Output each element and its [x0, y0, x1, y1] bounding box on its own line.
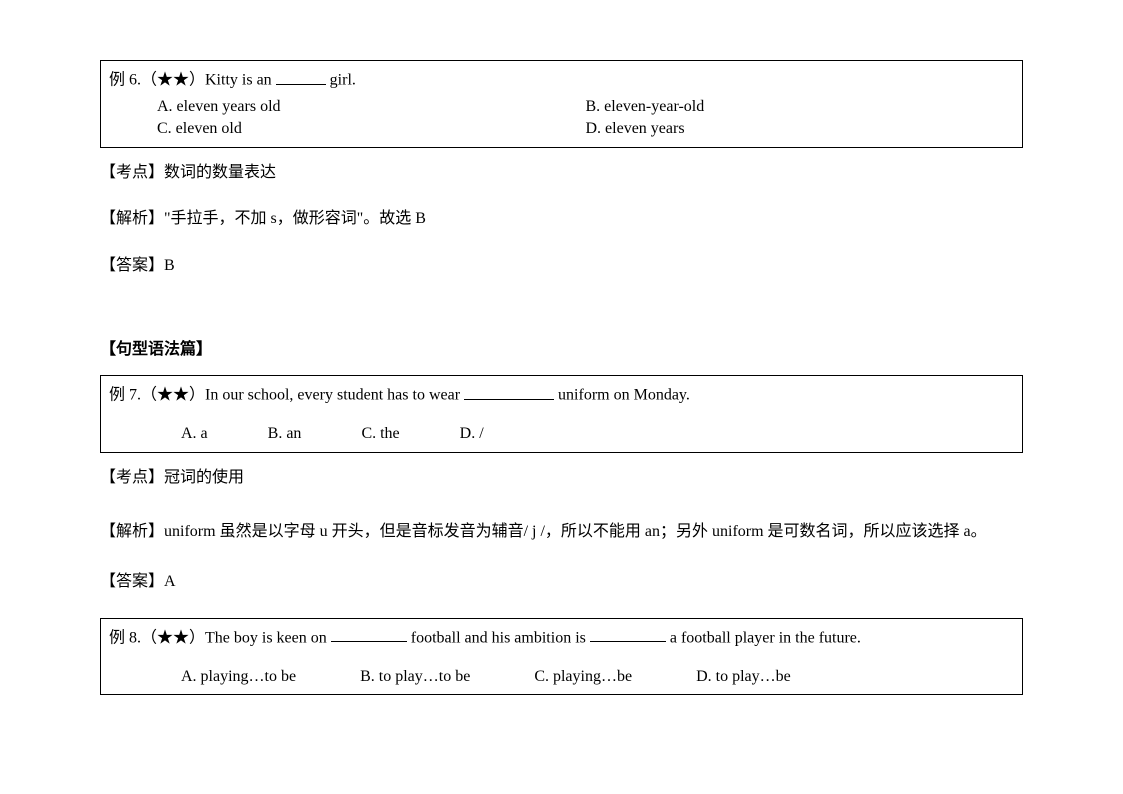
q7-option-a: A. a	[181, 425, 208, 442]
q7-point-text: 冠词的使用	[164, 469, 244, 486]
question-6-stem: 例 6.（★★）Kitty is an girl.	[109, 67, 1014, 92]
q7-answer-label: 【答案】	[100, 573, 164, 590]
q8-option-d: D. to play…be	[696, 668, 791, 685]
q8-options: A. playing…to be B. to play…to be C. pla…	[109, 666, 1014, 688]
q8-blank-2	[590, 625, 666, 643]
question-7-stem: 例 7.（★★）In our school, every student has…	[109, 382, 1014, 407]
q7-point-label: 【考点】	[100, 469, 164, 486]
q6-analysis-label: 【解析】	[100, 210, 164, 227]
q6-option-c: C. eleven old	[157, 118, 586, 140]
q7-option-d: D. /	[460, 425, 484, 442]
q8-blank-1	[331, 625, 407, 643]
q8-option-b: B. to play…to be	[360, 668, 470, 685]
q8-option-c: C. playing…be	[534, 668, 632, 685]
q7-analysis: 【解析】uniform 虽然是以字母 u 开头，但是音标发音为辅音/ j /，所…	[100, 513, 1023, 551]
q6-prefix: 例 6.（★★）Kitty is an	[109, 72, 272, 89]
q6-option-b: B. eleven-year-old	[586, 96, 1015, 118]
question-7-box: 例 7.（★★）In our school, every student has…	[100, 375, 1023, 452]
q6-point: 【考点】数词的数量表达	[100, 162, 1023, 184]
q7-option-b: B. an	[268, 425, 302, 442]
q8-prefix: 例 8.（★★）The boy is keen on	[109, 629, 327, 646]
q7-options: A. a B. an C. the D. /	[109, 423, 1014, 445]
q6-analysis: 【解析】"手拉手，不加 s，做形容词"。故选 B	[100, 208, 1023, 230]
q8-option-a: A. playing…to be	[181, 668, 296, 685]
q6-answer-text: B	[164, 257, 175, 274]
q7-answer-text: A	[164, 573, 176, 590]
question-6-box: 例 6.（★★）Kitty is an girl. A. eleven year…	[100, 60, 1023, 148]
q7-analysis-label: 【解析】	[100, 523, 164, 540]
q6-blank	[276, 67, 326, 85]
q7-point: 【考点】冠词的使用	[100, 467, 1023, 489]
q6-answer: 【答案】B	[100, 255, 1023, 277]
q6-options-row2: C. eleven old D. eleven years	[109, 118, 1014, 140]
spacer-1	[100, 301, 1023, 339]
q6-options-row1: A. eleven years old B. eleven-year-old	[109, 96, 1014, 118]
q7-option-c: C. the	[361, 425, 399, 442]
q7-suffix: uniform on Monday.	[558, 387, 690, 404]
question-8-box: 例 8.（★★）The boy is keen on football and …	[100, 618, 1023, 695]
q7-analysis-text: uniform 虽然是以字母 u 开头，但是音标发音为辅音/ j /，所以不能用…	[164, 523, 987, 540]
q8-mid: football and his ambition is	[411, 629, 586, 646]
question-8-stem: 例 8.（★★）The boy is keen on football and …	[109, 625, 1014, 650]
q7-blank	[464, 382, 554, 400]
q8-suffix: a football player in the future.	[670, 629, 861, 646]
q6-option-a: A. eleven years old	[157, 96, 586, 118]
q7-prefix: 例 7.（★★）In our school, every student has…	[109, 387, 460, 404]
q6-analysis-text: "手拉手，不加 s，做形容词"。故选 B	[164, 210, 426, 227]
q7-answer: 【答案】A	[100, 571, 1023, 593]
q6-point-label: 【考点】	[100, 164, 164, 181]
section-heading: 【句型语法篇】	[100, 339, 1023, 361]
q6-option-d: D. eleven years	[586, 118, 1015, 140]
q6-answer-label: 【答案】	[100, 257, 164, 274]
q6-point-text: 数词的数量表达	[164, 164, 276, 181]
q6-suffix: girl.	[330, 72, 356, 89]
